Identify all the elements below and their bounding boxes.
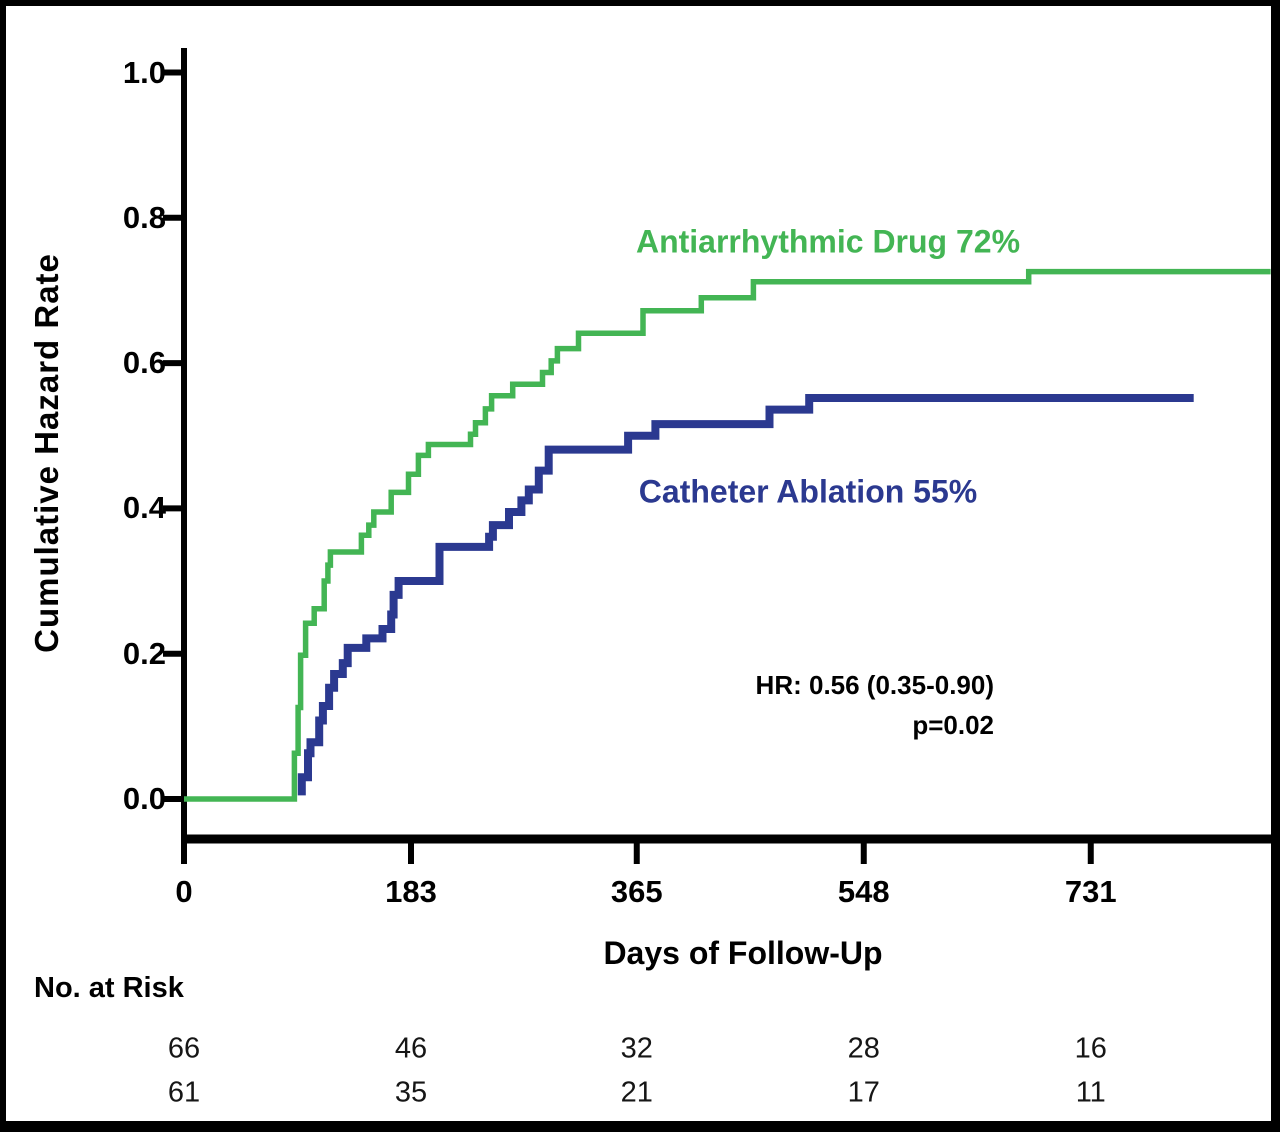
y-tick-label: 0.4 <box>122 490 166 526</box>
x-tick-label: 183 <box>385 874 437 909</box>
risk-count: 66 <box>167 1032 201 1065</box>
x-tick-label: 0 <box>175 874 193 909</box>
x-tick-label: 548 <box>837 874 890 909</box>
y-tick-label: 0.2 <box>122 635 166 671</box>
survival-chart <box>163 48 1271 864</box>
series-label-catheter-ablation: Catheter Ablation 55% <box>638 473 978 510</box>
curve-antiarrhythmic-drug <box>184 268 1271 802</box>
p-value-text: p=0.02 <box>912 710 994 740</box>
hazard-ratio-text: HR: 0.56 (0.35-0.90) <box>755 670 994 700</box>
curve-catheter-ablation <box>297 394 1194 796</box>
risk-count: 17 <box>847 1076 880 1109</box>
risk-count: 35 <box>394 1076 428 1109</box>
y-tick-label: 0.8 <box>122 199 166 235</box>
series-label-antiarrhythmic-drug: Antiarrhythmic Drug 72% <box>635 223 1021 260</box>
number-at-risk-title: No. at Risk <box>34 972 184 1004</box>
risk-count: 61 <box>167 1076 201 1109</box>
risk-count: 28 <box>847 1032 880 1065</box>
y-axis-title: Cumulative Hazard Rate <box>28 253 65 653</box>
risk-count: 21 <box>620 1076 653 1109</box>
risk-count: 46 <box>394 1032 428 1065</box>
x-tick-label: 365 <box>610 874 663 909</box>
y-tick-label: 0.0 <box>122 781 166 816</box>
x-axis-title: Days of Follow-Up <box>603 935 883 971</box>
risk-count: 16 <box>1074 1032 1107 1065</box>
risk-count: 32 <box>620 1032 653 1065</box>
risk-count: 11 <box>1075 1076 1106 1109</box>
stats-annotation: HR: 0.56 (0.35-0.90) p=0.02 <box>756 665 994 745</box>
x-tick-label: 731 <box>1064 874 1117 909</box>
y-tick-label: 0.6 <box>122 345 166 381</box>
y-tick-label: 1.0 <box>122 54 166 90</box>
